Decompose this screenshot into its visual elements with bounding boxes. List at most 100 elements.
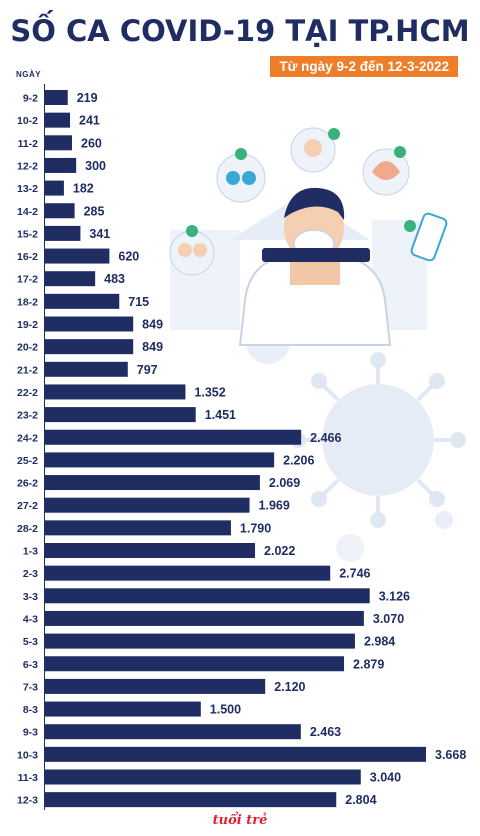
bar — [45, 90, 68, 105]
bar — [45, 656, 345, 672]
category-label: 11-3 — [18, 772, 39, 784]
bar — [45, 248, 110, 264]
value-label: 2.069 — [269, 476, 300, 490]
bar — [45, 339, 134, 355]
bar — [45, 610, 364, 626]
value-label: 219 — [77, 91, 98, 105]
category-label: 12-2 — [17, 160, 38, 172]
bar — [45, 701, 201, 717]
bar — [45, 746, 426, 762]
category-label: 22-2 — [17, 387, 38, 399]
value-label: 2.206 — [283, 453, 314, 467]
value-label: 2.804 — [345, 793, 376, 807]
bar — [45, 520, 231, 536]
value-label: 3.126 — [379, 589, 410, 603]
category-label: 5-3 — [23, 636, 38, 648]
category-label: 9-2 — [23, 93, 38, 105]
bar — [45, 724, 301, 740]
people-masks-bubble — [216, 148, 266, 203]
value-label: 300 — [85, 159, 106, 173]
bar — [45, 203, 75, 219]
bar — [45, 792, 337, 808]
value-label: 715 — [128, 295, 149, 309]
couple-bubble — [169, 225, 215, 276]
category-label: 14-2 — [17, 206, 38, 218]
bar — [45, 157, 77, 173]
value-label: 1.500 — [210, 703, 241, 717]
value-label: 1.790 — [240, 521, 271, 535]
value-label: 3.668 — [435, 748, 466, 762]
bar — [45, 225, 81, 241]
doctor-figure — [238, 187, 392, 346]
value-label: 849 — [142, 318, 163, 332]
category-label: 13-2 — [17, 183, 38, 195]
phone-bubble — [404, 212, 448, 262]
category-label: 16-2 — [17, 251, 38, 263]
bar — [45, 112, 71, 128]
bar — [45, 588, 370, 604]
bar — [45, 543, 256, 558]
bar — [45, 475, 260, 491]
category-label: 1-3 — [23, 546, 38, 558]
category-label: 24-2 — [17, 432, 38, 444]
value-label: 341 — [89, 227, 110, 241]
person-bubble — [290, 127, 340, 173]
category-label: 19-2 — [17, 319, 38, 331]
bar — [45, 384, 186, 400]
category-label: 21-2 — [17, 364, 38, 376]
category-label: 18-2 — [17, 296, 38, 308]
value-label: 241 — [79, 114, 100, 128]
value-label: 285 — [84, 204, 105, 218]
bar — [45, 497, 250, 513]
category-label: 4-3 — [23, 613, 38, 625]
bar — [45, 633, 355, 649]
bar — [45, 429, 302, 445]
chart-title: SỐ CA COVID-19 TẠI TP.HCM — [10, 14, 470, 48]
category-label: 6-3 — [23, 659, 38, 671]
category-label: 27-2 — [17, 500, 38, 512]
value-label: 2.879 — [353, 657, 384, 671]
bar — [45, 361, 128, 377]
category-label: 11-2 — [18, 138, 39, 150]
category-label: 8-3 — [23, 704, 38, 716]
value-label: 797 — [137, 363, 158, 377]
category-label: 25-2 — [17, 455, 38, 467]
bar — [45, 293, 120, 309]
value-label: 3.040 — [370, 771, 401, 785]
category-label: 3-3 — [23, 591, 38, 603]
logo-text: tuổi trẻ — [213, 812, 268, 828]
bar — [45, 135, 73, 151]
handwash-bubble — [362, 146, 410, 196]
bar — [45, 565, 331, 581]
category-label: 15-2 — [17, 228, 38, 240]
value-label: 2.120 — [274, 680, 305, 694]
value-label: 483 — [104, 272, 125, 286]
bar — [45, 678, 266, 694]
bar — [45, 316, 134, 332]
category-label: 9-3 — [23, 727, 38, 739]
bar — [45, 452, 275, 468]
value-label: 2.746 — [339, 567, 370, 581]
category-label: 28-2 — [17, 523, 38, 535]
value-label: 1.451 — [205, 408, 236, 422]
category-label: 7-3 — [23, 681, 38, 693]
category-label: 10-2 — [17, 115, 38, 127]
value-label: 620 — [118, 250, 139, 264]
y-axis-line — [44, 84, 45, 810]
category-label: 10-3 — [17, 749, 38, 761]
category-label: 2-3 — [23, 568, 38, 580]
value-label: 849 — [142, 340, 163, 354]
category-label: 17-2 — [17, 274, 38, 286]
value-label: 3.070 — [373, 612, 404, 626]
bar — [45, 769, 361, 785]
value-label: 1.352 — [194, 385, 225, 399]
value-label: 1.969 — [259, 499, 290, 513]
bar — [45, 180, 64, 196]
value-label: 2.463 — [310, 725, 341, 739]
category-label: 23-2 — [17, 410, 38, 422]
category-label: 20-2 — [17, 342, 38, 354]
date-range-badge: Từ ngày 9-2 đến 12-3-2022 — [270, 56, 458, 77]
value-label: 2.022 — [264, 544, 295, 558]
